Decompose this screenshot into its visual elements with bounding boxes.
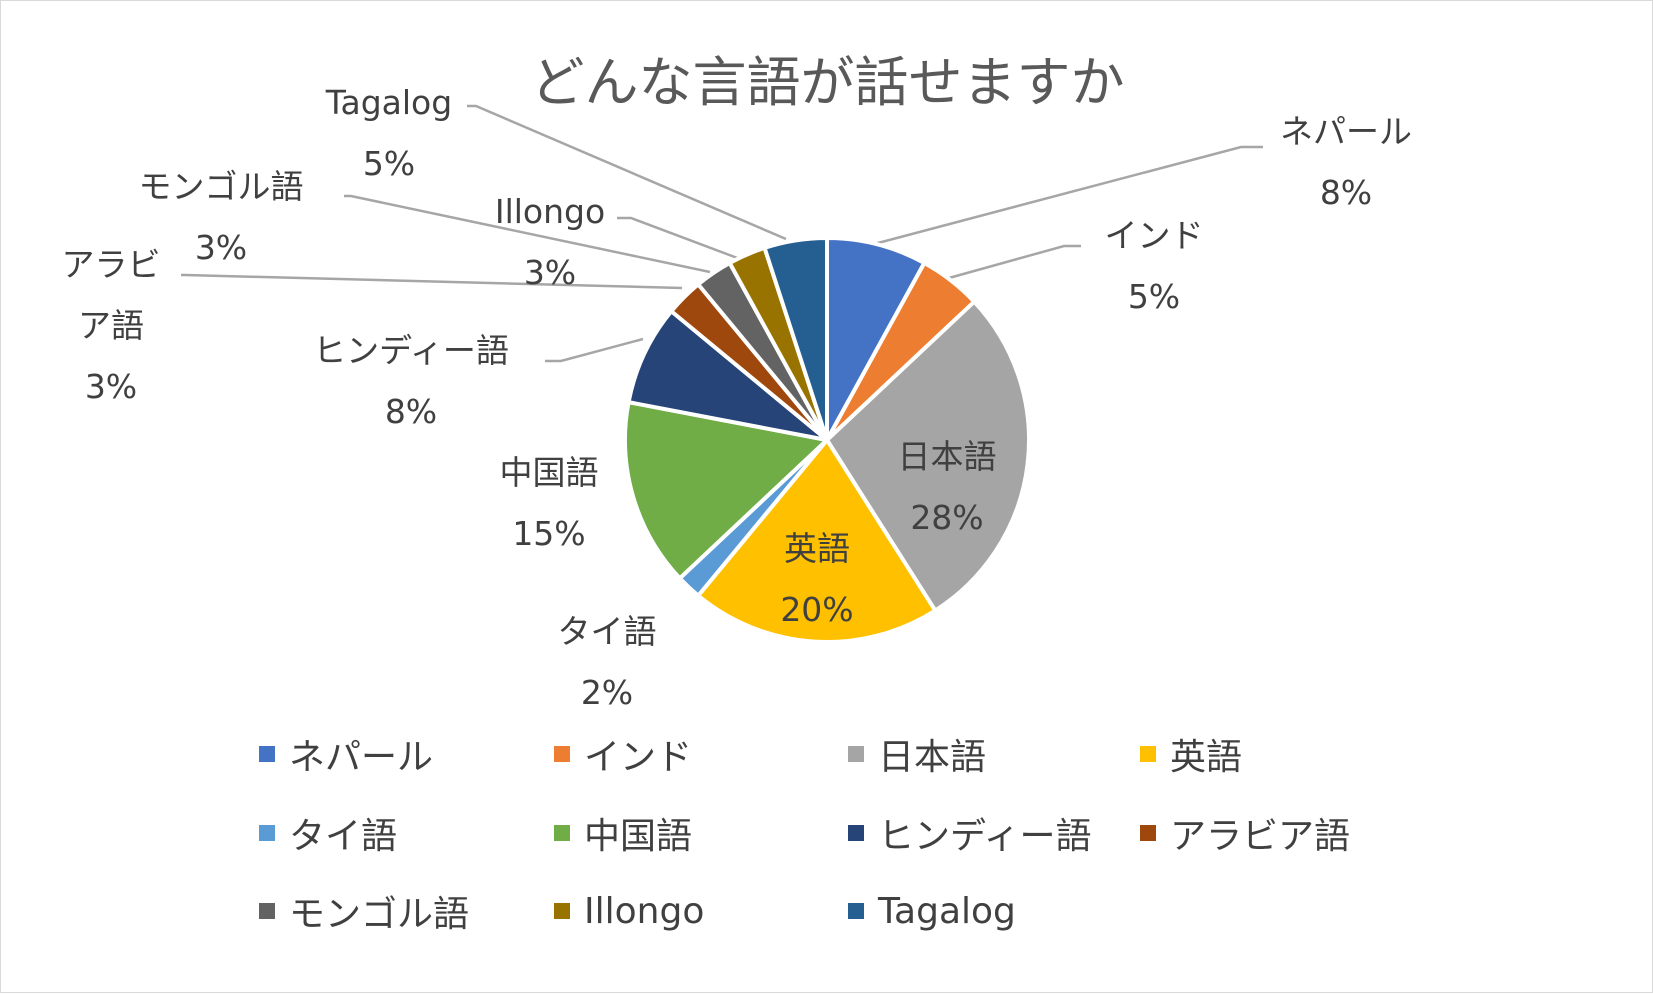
- data-label-6: ヒンディー語 8%: [281, 320, 541, 442]
- legend-label: インド: [584, 737, 693, 778]
- legend-swatch: [554, 903, 570, 919]
- data-label-category: モンゴル語: [138, 167, 304, 206]
- leader-line-7: [181, 273, 683, 290]
- data-label-percent: 28%: [910, 498, 984, 537]
- data-label-percent: 3%: [194, 228, 248, 267]
- legend-swatch: [554, 746, 570, 762]
- data-label-category: インド: [1104, 216, 1204, 255]
- data-label-percent: 8%: [1319, 173, 1373, 212]
- data-label-percent: 15%: [512, 514, 586, 553]
- leader-line-6: [545, 337, 644, 363]
- leader-line-8: [344, 194, 711, 274]
- legend-label: Tagalog: [878, 890, 1016, 932]
- legend-swatch: [1140, 746, 1156, 762]
- legend-item-0: ネパール: [259, 732, 433, 778]
- legend-swatch: [848, 825, 864, 841]
- legend-item-5: 中国語: [554, 811, 692, 857]
- leader-line-9: [617, 216, 741, 261]
- legend-swatch: [848, 746, 864, 762]
- data-label-category: 日本語: [897, 437, 997, 476]
- pie-slice-5: [623, 400, 829, 581]
- data-label-category: 中国語: [499, 453, 599, 492]
- legend-item-7: アラビア語: [1140, 811, 1350, 857]
- data-label-percent: 5%: [362, 144, 416, 183]
- legend-label: モンゴル語: [289, 894, 470, 935]
- data-label-percent: 3%: [84, 367, 138, 406]
- legend-swatch: [554, 825, 570, 841]
- legend-item-3: 英語: [1140, 732, 1242, 778]
- pie-slice-2: [825, 299, 1031, 613]
- data-label-category: ネパール: [1280, 112, 1412, 151]
- legend-label: アラビア語: [1170, 816, 1351, 857]
- chart-title: どんな言語が話せますか: [530, 51, 1125, 114]
- data-label-percent: 20%: [780, 590, 854, 629]
- data-label-percent: 5%: [1127, 277, 1181, 316]
- data-label-percent: 3%: [523, 253, 577, 292]
- data-label-percent: 8%: [384, 392, 438, 431]
- leader-line-10: [467, 104, 787, 241]
- data-label-9: Illongo 3%: [475, 181, 625, 303]
- data-label-3: 英語 20%: [762, 518, 872, 640]
- legend-item-6: ヒンディー語: [848, 811, 1091, 857]
- data-label-category: タイ語: [557, 612, 657, 651]
- data-label-category: アラビ ア語: [61, 245, 161, 345]
- legend-swatch: [259, 825, 275, 841]
- data-label-category: Tagalog: [325, 83, 453, 122]
- pie-slice-10: [762, 236, 829, 442]
- legend-item-1: インド: [554, 732, 692, 778]
- leader-lines: [181, 104, 1263, 363]
- data-label-8: モンゴル語 3%: [106, 156, 336, 278]
- legend-item-8: モンゴル語: [259, 889, 469, 935]
- legend-item-4: タイ語: [259, 811, 397, 857]
- pie-slices: [623, 236, 1031, 644]
- legend-swatch: [1140, 825, 1156, 841]
- data-label-2: 日本語 28%: [872, 426, 1022, 548]
- legend-label: Illongo: [584, 890, 705, 932]
- legend-label: 英語: [1170, 737, 1243, 778]
- legend-label: ヒンディー語: [878, 816, 1092, 857]
- legend-item-9: Illongo: [554, 889, 704, 933]
- legend-swatch: [848, 903, 864, 919]
- data-label-category: Illongo: [494, 192, 606, 231]
- pie-slice-3: [696, 438, 938, 644]
- data-label-category: 英語: [784, 529, 850, 568]
- legend-label: 中国語: [584, 816, 693, 857]
- data-label-1: インド 5%: [1084, 205, 1224, 327]
- leader-line-0: [873, 145, 1263, 246]
- data-label-4: タイ語 2%: [532, 601, 682, 723]
- data-label-0: ネパール 8%: [1251, 101, 1441, 223]
- data-label-7: アラビ ア語 3%: [51, 234, 171, 417]
- data-label-10: Tagalog 5%: [309, 72, 469, 194]
- legend-label: タイ語: [289, 816, 398, 857]
- legend-item-2: 日本語: [848, 732, 986, 778]
- legend-swatch: [259, 903, 275, 919]
- data-label-percent: 2%: [580, 673, 634, 712]
- leader-line-1: [948, 244, 1081, 280]
- data-label-category: ヒンディー語: [313, 331, 509, 370]
- legend-swatch: [259, 746, 275, 762]
- legend-item-10: Tagalog: [848, 889, 1016, 933]
- legend-label: ネパール: [289, 737, 434, 778]
- legend-label: 日本語: [878, 737, 987, 778]
- data-label-5: 中国語 15%: [484, 442, 614, 564]
